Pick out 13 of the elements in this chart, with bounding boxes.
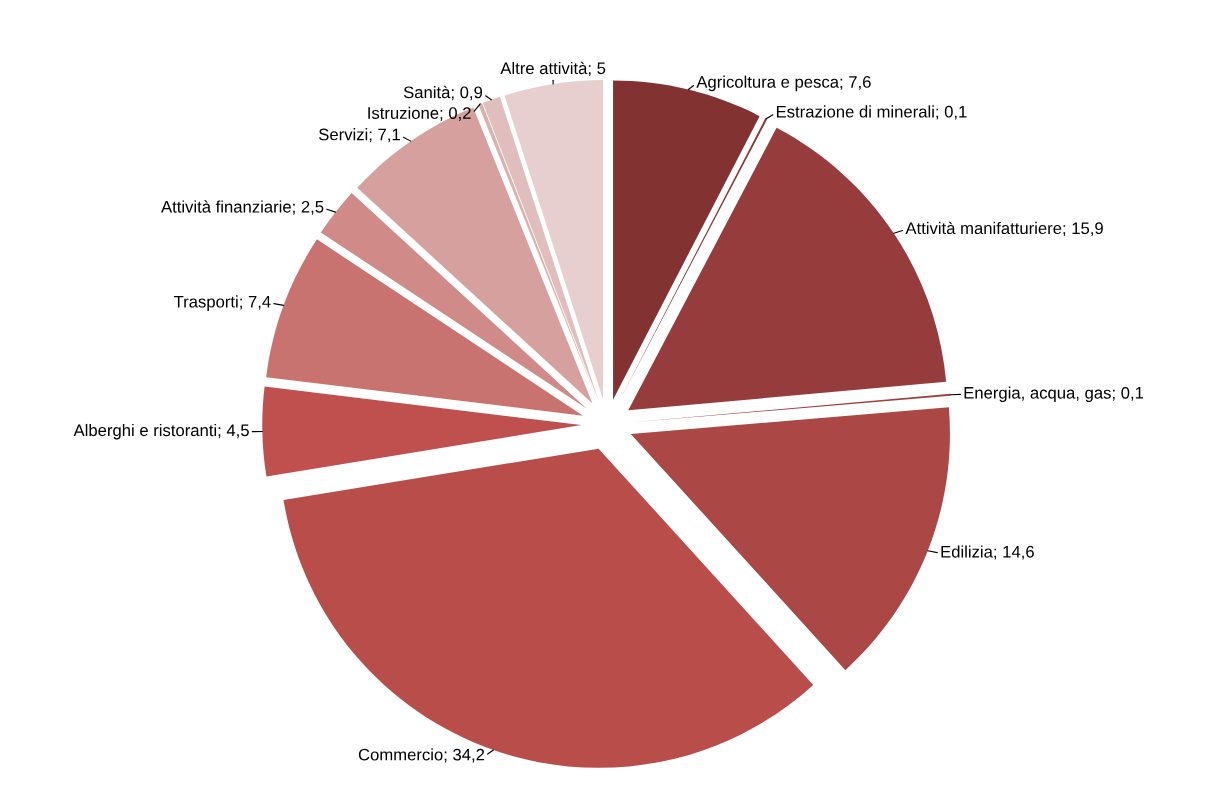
slice-label: Attività finanziarie; 2,5: [161, 200, 324, 215]
slice-label: Alberghi e ristoranti; 4,5: [73, 423, 249, 440]
slice-label: Edilizia; 14,6: [941, 545, 1034, 560]
slice-label: Trasporti; 7,4: [173, 295, 271, 311]
slice-label: Energia, acqua, gas; 0,1: [964, 386, 1144, 403]
slice-label: Servizi; 7,1: [319, 128, 400, 143]
slice-label: Sanità; 0,9: [403, 85, 483, 101]
slice-label: Altre attività; 5: [500, 61, 606, 77]
slice-label: Attività manifatturiere; 15,9: [905, 221, 1103, 237]
slice-label: Istruzione; 0,2: [368, 106, 471, 121]
slice-label: Commercio; 34,2: [358, 748, 485, 763]
slice-label: Agricoltura e pesca; 7,6: [696, 75, 871, 92]
slice-label: Estrazione di minerali; 0,1: [776, 105, 967, 120]
